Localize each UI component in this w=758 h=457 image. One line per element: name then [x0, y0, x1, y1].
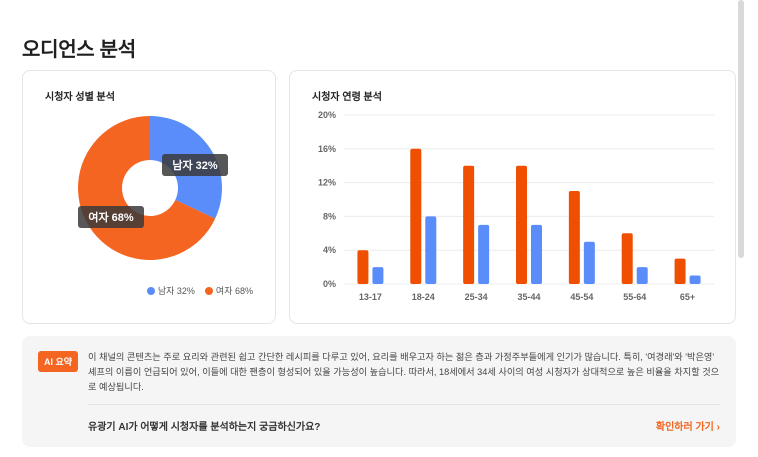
y-tick-label: 4% — [323, 245, 336, 255]
bar-blue-18-24 — [425, 216, 437, 284]
bar-orange-55-64 — [621, 233, 633, 284]
y-tick-label: 0% — [323, 279, 336, 289]
age-analysis-card: 시청자 연령 분석 0% 4% 8% 12% 16% 20% 13-17 18-24 25-34… — [289, 70, 736, 324]
x-tick-label: 18-24 — [412, 292, 435, 302]
bar-orange-18-24 — [410, 148, 422, 284]
gender-legend: 남자 32% 여자 68% — [146, 284, 253, 297]
donut-label-male: 남자 32% — [162, 154, 228, 176]
bar-blue-65+ — [689, 275, 701, 284]
y-tick-label: 8% — [323, 211, 336, 221]
divider — [88, 404, 720, 405]
bar-blue-45-54 — [583, 241, 595, 284]
svg-text:남자 32%: 남자 32% — [172, 158, 218, 172]
x-tick-label: 55-64 — [623, 292, 646, 302]
y-tick-label: 20% — [318, 110, 336, 120]
bar-orange-35-44 — [516, 165, 527, 284]
bar-orange-13-17 — [357, 250, 369, 284]
x-tick-label: 65+ — [680, 292, 695, 302]
check-link[interactable]: 확인하러 가기 › — [655, 422, 720, 433]
scrollbar[interactable] — [738, 0, 744, 258]
legend-label-male: 남자 32% — [157, 286, 195, 296]
ai-summary-text: 이 채널의 콘텐츠는 주로 요리와 관련된 쉽고 간단한 레시피를 다루고 있어… — [88, 352, 720, 392]
donut-label-female: 여자 68% — [78, 206, 144, 228]
y-tick-label: 16% — [318, 144, 336, 154]
bar-orange-45-54 — [568, 191, 580, 284]
age-card-title: 시청자 연령 분석 — [312, 92, 382, 103]
y-tick-label: 12% — [318, 178, 336, 188]
x-tick-label: 45-54 — [570, 292, 593, 302]
legend-dot-female — [204, 286, 213, 295]
bar-blue-55-64 — [636, 267, 648, 284]
gender-donut-chart: 남자 32% 여자 68% — [78, 116, 228, 260]
gender-card-title: 시청자 성별 분석 — [45, 92, 115, 103]
page-title: 오디언스 분석 — [22, 39, 136, 61]
legend-item-female: 여자 68% — [204, 284, 253, 297]
x-tick-label: 13-17 — [359, 292, 382, 302]
legend-item-male: 남자 32% — [146, 284, 195, 297]
legend-label-female: 여자 68% — [215, 286, 253, 296]
bar-orange-65+ — [674, 258, 686, 284]
bar-orange-25-34 — [463, 165, 475, 284]
legend-dot-male — [146, 286, 155, 295]
age-bar-chart: 0% 4% 8% 12% 16% 20% 13-17 18-24 25-34 35-44 45-54… — [318, 110, 714, 302]
bar-blue-13-17 — [372, 267, 384, 284]
bar-blue-35-44 — [531, 224, 542, 284]
ai-summary-panel: AI 요약 이 채널의 콘텐츠는 주로 요리와 관련된 쉽고 간단한 레시피를 … — [22, 336, 736, 447]
ai-question-text: 유광기 AI가 어떻게 시청자를 분석하는지 궁금하신가요? — [88, 422, 321, 433]
ai-summary-badge: AI 요약 — [38, 351, 79, 372]
x-tick-label: 35-44 — [517, 292, 540, 302]
x-tick-label: 25-34 — [465, 292, 488, 302]
gender-analysis-card: 시청자 성별 분석 남자 32% 여자 68% 남자 32% 여자 68% — [22, 70, 276, 324]
svg-text:여자 68%: 여자 68% — [88, 210, 134, 224]
bar-blue-25-34 — [478, 224, 490, 284]
